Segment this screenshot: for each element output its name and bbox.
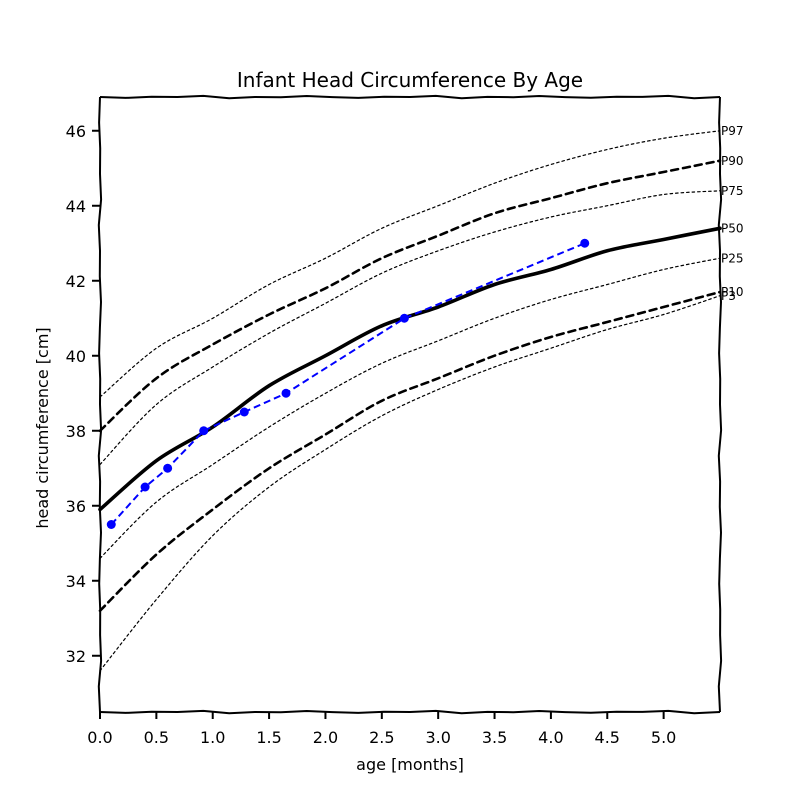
y-tick-label: 38: [66, 422, 86, 441]
chart-title: Infant Head Circumference By Age: [237, 68, 583, 92]
x-tick-label: 3.5: [482, 728, 507, 747]
y-tick-label: 40: [66, 347, 86, 366]
percentile-label-p75: P75: [721, 184, 744, 198]
x-tick-label: 3.0: [425, 728, 450, 747]
frame-left: [97, 96, 103, 713]
percentile-curve-p50: [98, 226, 722, 512]
frame-bottom: [99, 709, 721, 715]
y-tick-label: 32: [66, 647, 86, 666]
measurement-point: [106, 520, 116, 529]
x-tick-label: 4.5: [595, 728, 620, 747]
x-tick-label: 0.0: [87, 728, 112, 747]
y-axis-label: head circumference [cm]: [33, 327, 52, 528]
percentile-curve-p90: [98, 159, 722, 433]
y-tick-label: 44: [66, 197, 86, 216]
percentile-label-p3: P3: [721, 289, 736, 303]
percentile-curve-p25: [99, 257, 721, 559]
measurement-point: [140, 482, 150, 492]
measurement-point: [580, 238, 590, 248]
percentile-curve-p75: [99, 190, 721, 466]
percentile-curve-p97: [99, 130, 721, 398]
frame-top: [99, 94, 721, 100]
x-tick-label: 4.0: [538, 728, 563, 747]
measurement-point: [399, 313, 409, 323]
percentile-label-p25: P25: [721, 251, 744, 265]
percentile-label-p97: P97: [721, 124, 744, 138]
x-axis-label: age [months]: [356, 755, 464, 774]
frame-right: [717, 96, 723, 713]
x-tick-label: 2.5: [369, 728, 394, 747]
y-tick-label: 36: [66, 497, 86, 516]
percentile-curve-p3: [99, 295, 721, 672]
measurement-point: [199, 426, 209, 436]
measurement-line: [110, 242, 586, 526]
x-tick-label: 1.0: [200, 728, 225, 747]
x-tick-label: 0.5: [144, 728, 169, 747]
y-tick-label: 46: [66, 122, 86, 141]
percentile-label-p90: P90: [721, 154, 744, 168]
percentile-label-p10: P10: [721, 285, 744, 299]
y-tick-label: 42: [66, 272, 86, 291]
x-tick-label: 1.5: [256, 728, 281, 747]
measurement-point: [281, 388, 291, 398]
plot-area: 0.0 0.5 1.0 1.5 2.0 2.5 3.0 3.5 4.0 4.5 5.0 32 34 36 3…: [66, 94, 744, 747]
measurement-point: [163, 463, 173, 473]
x-tick-label: 2.0: [313, 728, 338, 747]
measurement-point: [239, 407, 249, 417]
percentile-curve-p10: [98, 290, 722, 612]
x-tick-label: 5.0: [651, 728, 676, 747]
y-tick-label: 34: [66, 572, 86, 591]
percentile-label-p50: P50: [721, 221, 744, 235]
